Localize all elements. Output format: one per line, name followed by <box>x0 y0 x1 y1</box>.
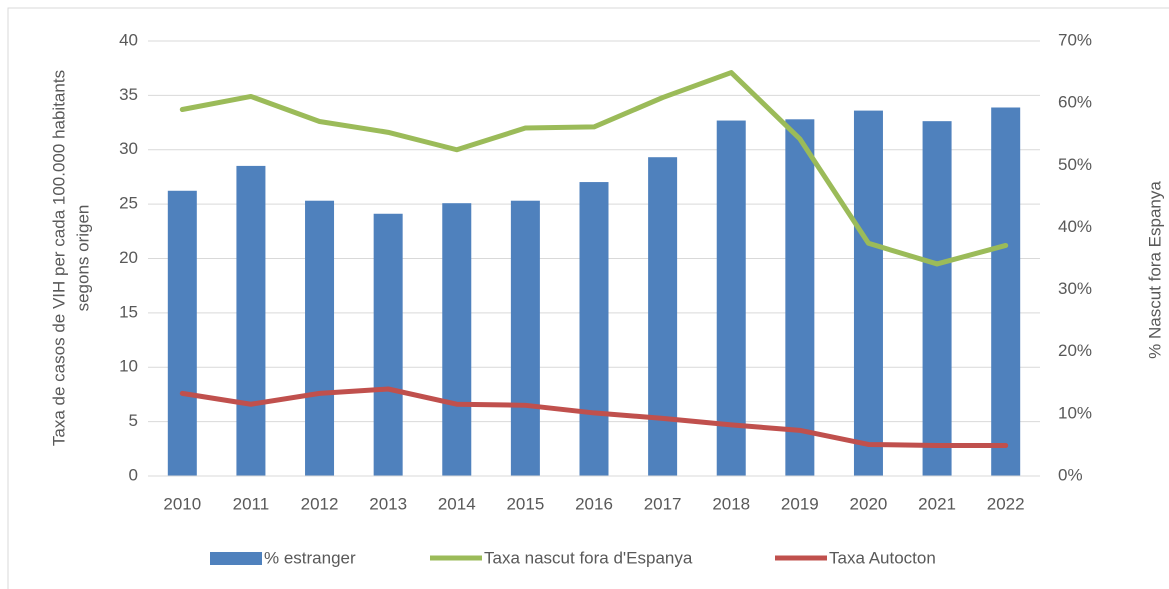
x-tick-label: 2022 <box>987 494 1025 513</box>
bar <box>579 182 609 477</box>
y2-axis-label: % Nascut fora Espanya <box>1145 181 1164 359</box>
y2-tick-label: 0% <box>1058 465 1083 484</box>
y2-tick-label: 50% <box>1058 155 1092 174</box>
y-axis-label: Taxa de casos de VIH per cada 100.000 ha… <box>49 70 68 446</box>
x-tick-label: 2019 <box>781 494 819 513</box>
y-tick-label: 30 <box>119 139 138 158</box>
chart-border <box>7 7 1169 589</box>
legend-label: % estranger <box>264 548 356 567</box>
bar <box>373 213 403 476</box>
y-tick-label: 25 <box>119 194 138 213</box>
x-tick-label: 2015 <box>506 494 544 513</box>
bar <box>922 121 952 477</box>
bar <box>853 110 883 476</box>
bar <box>716 120 746 477</box>
x-tick-label: 2017 <box>644 494 682 513</box>
bar <box>167 190 197 476</box>
line <box>179 386 1009 449</box>
legend-swatch <box>210 552 262 565</box>
bar <box>991 107 1021 476</box>
y-tick-label: 5 <box>129 411 138 430</box>
y-tick-label: 10 <box>119 357 138 376</box>
x-tick-label: 2012 <box>301 494 339 513</box>
x-tick-label: 2013 <box>369 494 407 513</box>
y2-tick-label: 70% <box>1058 30 1092 49</box>
y2-tick-label: 10% <box>1058 403 1092 422</box>
legend-label: Taxa Autocton <box>829 548 936 567</box>
y-tick-label: 35 <box>119 85 138 104</box>
y-axis-label: segons origen <box>73 205 92 312</box>
y-tick-label: 20 <box>119 248 138 267</box>
x-tick-label: 2021 <box>918 494 956 513</box>
y2-tick-label: 60% <box>1058 93 1092 112</box>
x-tick-label: 2016 <box>575 494 613 513</box>
y2-tick-label: 20% <box>1058 341 1092 360</box>
bar <box>785 119 815 477</box>
legend-label: Taxa nascut fora d'Espanya <box>484 548 693 567</box>
bar <box>236 165 266 476</box>
y-tick-label: 40 <box>119 30 138 49</box>
y2-tick-label: 30% <box>1058 279 1092 298</box>
bar <box>510 200 540 476</box>
x-tick-label: 2018 <box>712 494 750 513</box>
y-tick-label: 15 <box>119 302 138 321</box>
x-tick-label: 2010 <box>163 494 201 513</box>
bar <box>648 157 678 476</box>
bar <box>305 200 335 476</box>
x-tick-label: 2011 <box>233 494 270 513</box>
y-tick-label: 0 <box>129 465 138 484</box>
y2-tick-label: 40% <box>1058 217 1092 236</box>
bar <box>442 203 472 476</box>
x-tick-label: 2020 <box>850 494 888 513</box>
line <box>179 70 1009 267</box>
x-tick-label: 2014 <box>438 494 476 513</box>
